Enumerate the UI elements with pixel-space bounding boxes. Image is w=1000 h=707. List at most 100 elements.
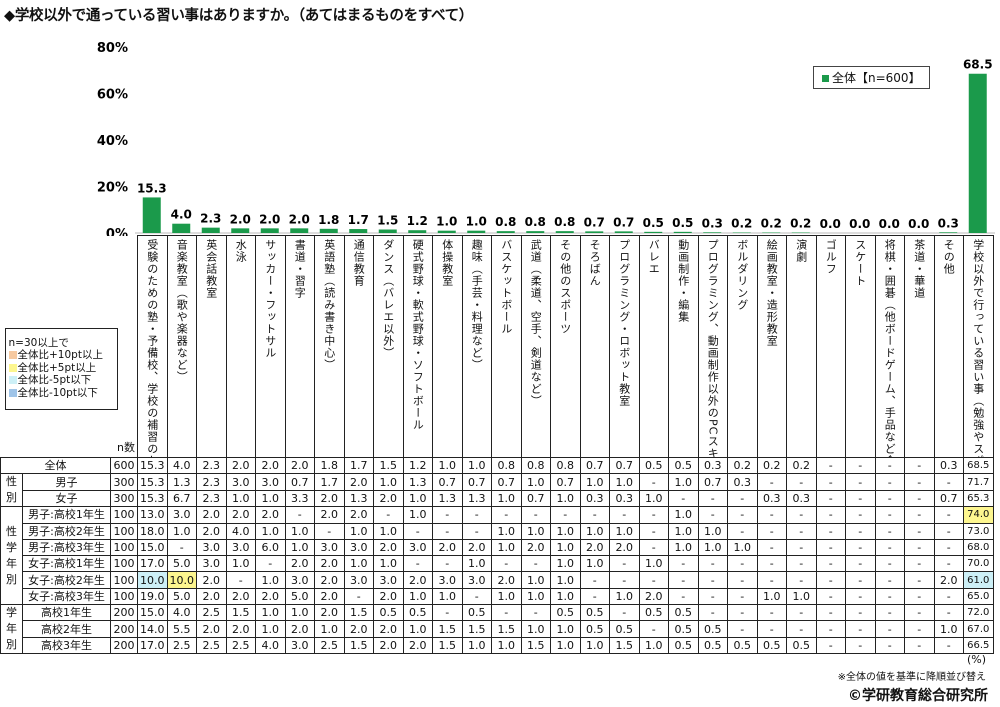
table-row: 全体 600 15.3 4.0 2.3 2.0 2.0 2.0 1.8 1.7 1.5 1.2 1.0 1… — [0, 456, 994, 475]
table-cell: 1.0 — [638, 555, 670, 573]
table-cell: 65.3 — [963, 489, 994, 508]
table-cell: - — [904, 506, 935, 524]
bar-value-label: 0.0 — [849, 217, 870, 231]
bar — [172, 223, 191, 233]
highlight-legend-label: 全体比+5pt以上 — [17, 361, 97, 374]
column-header-label: 硬式野球・軟式野球・ソフトボール — [411, 239, 425, 431]
table-cell: - — [697, 489, 729, 508]
table-cell: 1.0 — [491, 587, 522, 606]
table-cell: 2.0 — [373, 620, 404, 638]
bar-value-label: 1.7 — [348, 213, 369, 227]
column-header-label: そろばん — [588, 239, 602, 287]
table-cell: 1.0 — [255, 522, 286, 540]
table-cell: 71.7 — [963, 473, 994, 491]
table-cell: - — [756, 604, 788, 622]
bar-value-label: 0.8 — [554, 215, 575, 229]
table-cell: 65.0 — [963, 587, 994, 606]
table-cell: - — [697, 571, 729, 589]
highlight-legend-item: 全体比+10pt以上 — [8, 349, 117, 362]
column-header: サッカー・フットサル — [255, 235, 286, 458]
table-cell: - — [461, 522, 493, 540]
row-n: 100 — [109, 571, 139, 589]
row-label: 女子:高校2年生 — [22, 571, 111, 589]
table-cell: - — [904, 571, 935, 589]
table-cell: 1.0 — [284, 604, 316, 622]
y-tick-label: 80% — [97, 41, 128, 56]
bar-value-label: 0.5 — [672, 216, 693, 230]
table-row: 女子:高校3年生 100 19.0 5.0 2.0 2.0 2.0 5.0 2.0-2.0 1.0… — [1, 587, 994, 606]
table-cell: 1.0 — [402, 489, 434, 508]
table-cell: 1.0 — [255, 604, 286, 622]
table-cell: 10.0 — [137, 571, 168, 589]
table-cell: - — [845, 620, 876, 638]
table-cell: 0.3 — [756, 489, 788, 508]
table-cell: 1.0 — [756, 587, 788, 606]
table-cell: 3.3 — [284, 489, 316, 508]
bar-value-label: 0.7 — [613, 215, 634, 229]
highlight-legend-title: n=30以上で — [8, 336, 69, 349]
table-row: 男子:高校2年生 100 18.0 1.0 2.0 4.0 1.0 1.0-1.0 1.0- - -… — [1, 522, 994, 540]
table-cell: - — [845, 636, 876, 655]
table-cell: - — [815, 620, 847, 638]
table-cell: 1.0 — [550, 571, 581, 589]
column-header-label: 茶道・華道 — [912, 239, 926, 299]
row-n: 100 — [109, 522, 139, 540]
table-cell: 1.0 — [609, 522, 640, 540]
highlight-legend-item: 全体比+5pt以上 — [8, 361, 117, 375]
table-cell: - — [579, 506, 611, 524]
table-cell: 1.0 — [668, 506, 699, 524]
column-header: バスケットボール — [491, 235, 522, 458]
table-cell: - — [579, 571, 611, 589]
table-cell: - — [638, 620, 670, 638]
table-cell: 1.0 — [432, 587, 463, 606]
table-cell: - — [491, 555, 522, 573]
table-cell: - — [520, 555, 552, 573]
row-label: 男子:高校3年生 — [22, 538, 111, 557]
row-group-label: 性学年別 — [0, 506, 23, 606]
table-cell: 1.0 — [579, 636, 611, 655]
table-cell: - — [727, 587, 758, 606]
column-header: 通信教育 — [343, 235, 375, 458]
row-n: 100 — [109, 506, 139, 524]
bar-value-label: 0.8 — [525, 215, 546, 229]
bar-value-label: 15.3 — [137, 181, 167, 195]
table-cell: - — [933, 522, 965, 540]
table-row: 男子:高校3年生 100 15.0-3.0 3.0 6.0 1.0 3.0 3.0 2.0 3.0… — [1, 538, 994, 557]
table-cell: - — [815, 538, 847, 557]
table-cell: 0.7 — [432, 473, 463, 491]
column-header-label: その他 — [942, 239, 956, 275]
table-cell: 2.0 — [284, 620, 316, 638]
chart-title: ◆学校以外で通っている習い事はありますか。（あてはまるものをすべて） — [4, 8, 474, 24]
table-cell: - — [786, 473, 817, 491]
table-cell: 2.0 — [491, 571, 522, 589]
table-cell: - — [727, 522, 758, 540]
highlight-legend-item: 全体比-10pt以下 — [8, 387, 117, 400]
table-cell: 1.0 — [373, 555, 404, 573]
table-cell: - — [874, 456, 906, 475]
table-cell: 1.0 — [550, 489, 581, 508]
table-cell: 2.5 — [225, 636, 257, 655]
row-group-label: 性別 — [0, 473, 23, 508]
table-cell: 6.0 — [255, 538, 286, 557]
table-cell: - — [815, 522, 847, 540]
table-cell: 2.3 — [196, 456, 227, 475]
row-n: 300 — [109, 489, 139, 508]
table-cell: 2.0 — [225, 456, 257, 475]
table-cell: 1.0 — [520, 587, 552, 606]
bar-value-label: 4.0 — [171, 208, 192, 222]
table-cell: 1.5 — [225, 604, 257, 622]
bar-value-label: 0.2 — [761, 217, 782, 231]
table-cell: 1.0 — [491, 522, 522, 540]
table-cell: 0.7 — [933, 489, 965, 508]
table-cell: 0.3 — [727, 473, 758, 491]
column-header-label: 体操教室 — [440, 239, 454, 287]
table-cell: 1.0 — [697, 538, 729, 557]
copyright: ©学研教育総合研究所 — [848, 688, 988, 704]
table-cell: - — [786, 571, 817, 589]
column-header: ゴルフ — [815, 235, 847, 458]
row-label: 女子 — [22, 489, 111, 508]
table-cell: 3.0 — [225, 473, 257, 491]
table-cell: 2.0 — [284, 456, 316, 475]
bar — [614, 231, 633, 233]
table-cell: - — [815, 506, 847, 524]
